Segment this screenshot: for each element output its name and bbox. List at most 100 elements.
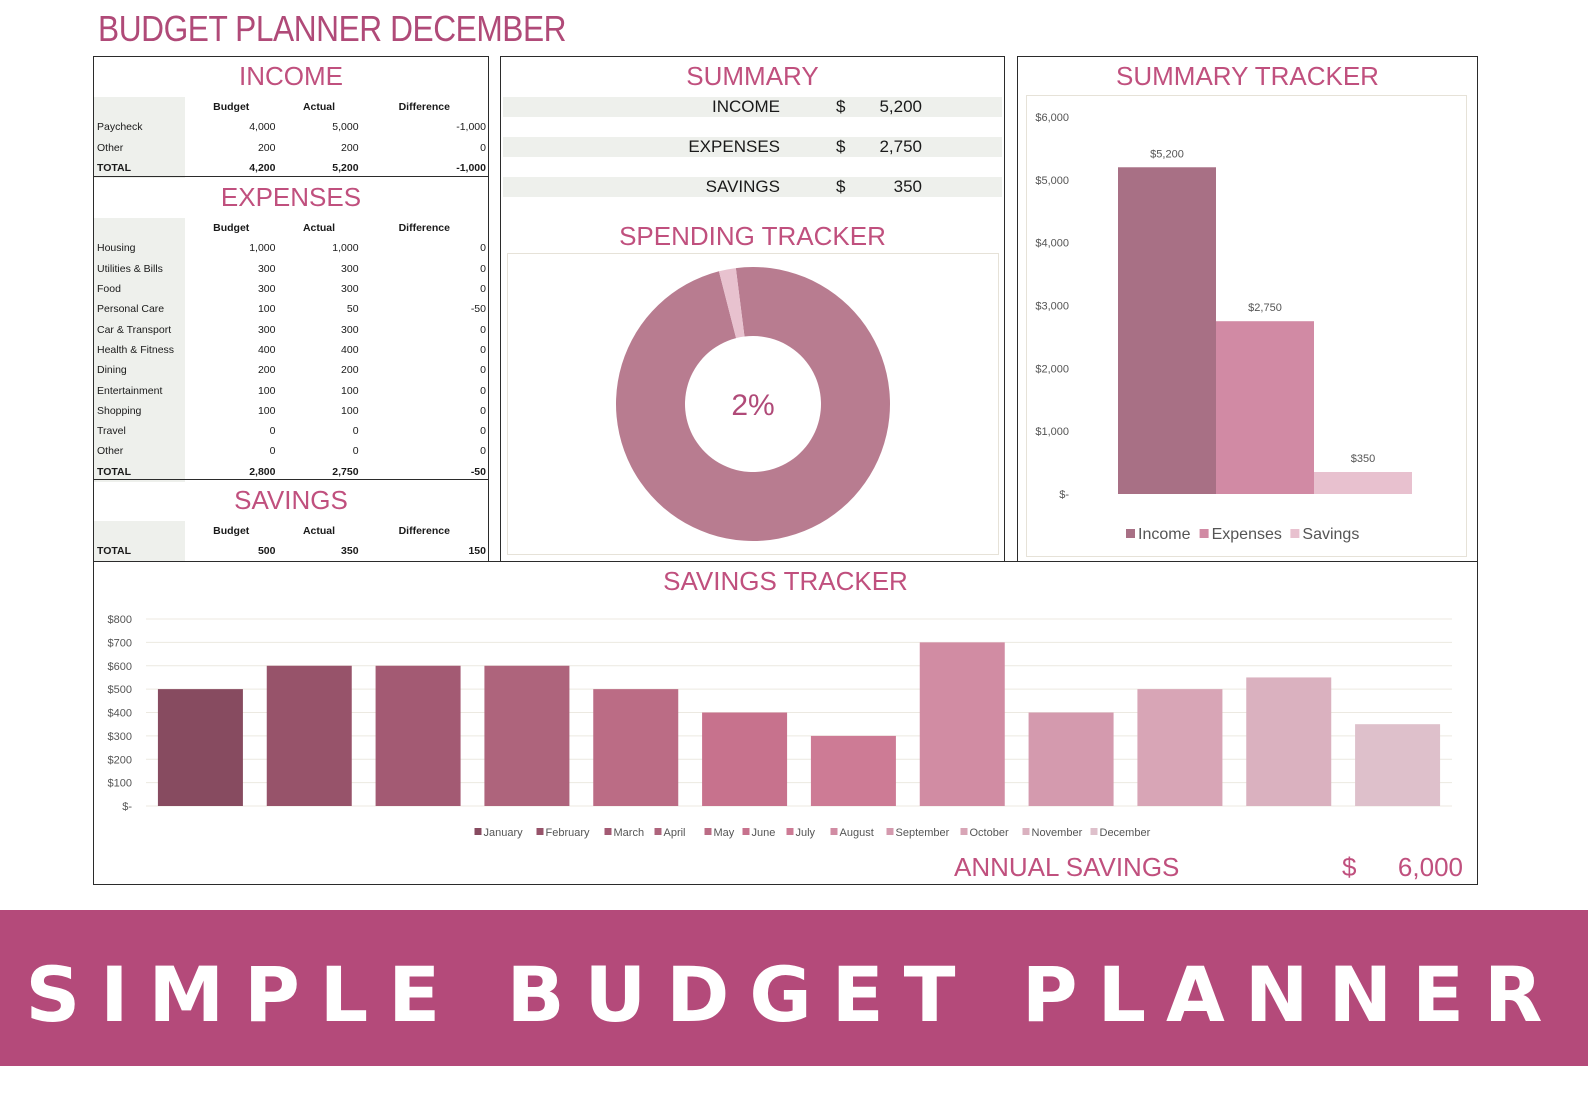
row-label: Other [94,137,185,158]
summary-currency: $ [836,97,846,116]
legend-swatch [1090,828,1098,835]
table-header-row: Budget Actual Difference [94,97,488,118]
difference-cell: 0 [480,283,486,296]
summary-value: 350 [893,177,922,196]
summary-row-savings: SAVINGS $ 350 [503,177,1002,197]
summary-tracker-panel: SUMMARY TRACKER $- $1,000 $2,000 $3,000 $4,0… [1017,56,1478,562]
banner-title: SIMPLE BUDGET PLANNER [25,950,1563,1039]
difference-cell: 0 [480,404,486,417]
legend-label: February [546,827,591,839]
actual-cell: 100 [341,404,359,417]
data-label: $2,750 [1248,302,1282,314]
budget-cell: 300 [257,323,276,336]
legend-label: December [1100,827,1151,839]
legend-label: September [896,827,950,839]
spending-chart-frame [507,253,999,555]
row-label: Car & Transport [94,319,185,340]
legend-label: January [484,827,524,839]
table-row: Other 0 0 0 [94,441,488,462]
summary-tracker-title: SUMMARY TRACKER [1116,61,1379,91]
y-tick-label: $6,000 [1035,112,1069,124]
difference-cell: 0 [480,343,486,356]
row-label: Dining [94,360,185,381]
row-label: Food [94,278,185,300]
table-row: Entertainment 100 100 0 [94,380,488,401]
row-label: Housing [94,238,185,259]
table-row: Travel 0 0 0 [94,420,488,442]
donut-center-label: 2% [731,389,774,422]
legend-label: April [664,827,686,839]
y-tick-label: $500 [108,684,132,696]
legend-swatch [1199,529,1209,538]
legend-label: Expenses [1212,526,1282,543]
y-tick-label: $2,000 [1035,363,1069,375]
actual-cell: 0 [352,425,359,438]
section-divider [94,479,488,480]
savings-title: SAVINGS [234,485,348,515]
savings-bar-chart: $- $100 $200 $300 $400 $500 $600 $700 $800 Januar… [108,614,1452,839]
difference-cell: 0 [480,425,486,438]
budget-cell: 200 [257,141,276,154]
legend-label: October [970,827,1009,839]
table-row: Dining 200 200 0 [94,360,488,381]
legend-swatch [604,828,612,835]
row-label: Paycheck [94,117,185,138]
spending-tracker-panel: SPENDING TRACKER 2% [500,217,1005,562]
col-header-actual: Actual [302,101,336,114]
row-label: Health & Fitness [94,339,185,361]
actual-cell: 200 [341,364,359,377]
col-header-difference: Difference [398,101,450,114]
budget-cell: 4,000 [249,121,276,134]
summary-title: SUMMARY [686,61,819,91]
actual-cell: 1,000 [332,242,359,255]
table-header-row: Budget Actual Difference [94,521,488,542]
legend-label: Savings [1302,526,1359,543]
actual-cell: 400 [341,343,359,356]
actual-cell: 100 [341,384,359,397]
y-tick-label: $800 [108,614,132,626]
budget-cell: 0 [269,425,276,438]
legend-swatch [536,828,544,835]
legend-label: August [840,827,874,839]
bar-april [484,665,570,806]
budget-cell: 400 [257,343,276,356]
budget-cell: 300 [257,262,276,275]
table-row: Housing 1,000 1,000 0 [94,238,488,259]
row-label: Other [94,441,185,462]
bar-august [919,642,1005,806]
total-row: TOTAL 2,800 2,750 -50 [94,461,488,482]
actual-cell: 300 [341,323,359,336]
table-row: Health & Fitness 400 400 0 [94,339,488,361]
legend-swatch [1022,828,1030,835]
legend-swatch [786,828,794,835]
spending-donut-chart: 2% [616,267,890,541]
annual-savings-currency: $ [1342,852,1357,882]
donut-slice [616,267,890,541]
legend-swatch [1290,529,1300,538]
legend-swatch [654,828,662,835]
table-row: Food 300 300 0 [94,278,488,300]
y-tick-label: $3,000 [1035,301,1069,313]
difference-cell: 0 [480,242,486,255]
budget-cell: 0 [269,445,276,458]
y-tick-label: $300 [108,731,132,743]
y-tick-label: $400 [108,708,132,720]
summary-row-income: INCOME $ 5,200 [503,97,1002,117]
legend-label: November [1032,827,1083,839]
legend-label: June [752,827,776,839]
donut-slice [718,268,745,339]
total-row: TOTAL 500 350 150 [94,541,488,562]
legend-swatch [886,828,894,835]
row-label: Shopping [94,400,185,421]
bar-january [157,689,243,806]
difference-cell: -1,000 [456,121,486,134]
budget-cell: 500 [257,545,276,558]
budget-cell: 300 [257,283,276,296]
total-row: TOTAL 4,200 5,200 -1,000 [94,157,488,179]
budget-cell: 100 [257,303,276,316]
bar-october [1137,689,1223,806]
col-header-actual: Actual [302,222,336,235]
legend-label: May [714,827,735,839]
budget-cell: 4,200 [249,162,276,175]
summary-value: 2,750 [879,137,922,156]
